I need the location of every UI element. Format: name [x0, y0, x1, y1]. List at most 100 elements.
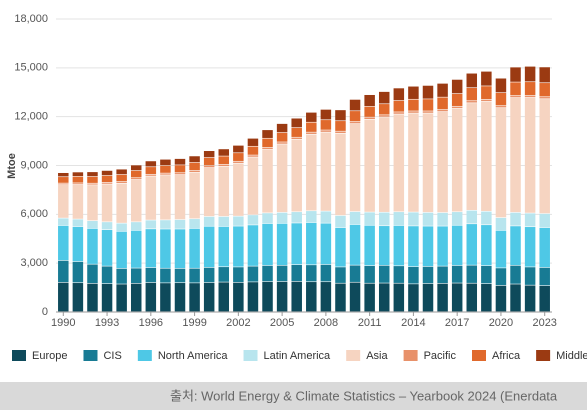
- bar-segment: [218, 282, 230, 312]
- bar-segment: [466, 210, 478, 224]
- bar-segment: [130, 179, 142, 222]
- legend-label: Pacific: [424, 350, 457, 362]
- bar-segment: [262, 138, 273, 148]
- bar-segment: [160, 159, 171, 166]
- bar-segment: [364, 212, 375, 225]
- x-tick-label: 2011: [358, 317, 382, 329]
- bar-segment: [174, 158, 186, 165]
- bar-segment: [393, 266, 405, 283]
- legend-swatch: [12, 350, 26, 361]
- bar-segment: [218, 156, 230, 165]
- bar-segment: [116, 183, 127, 223]
- bar-segment: [306, 112, 317, 122]
- bar-segment: [262, 213, 273, 224]
- bar-segment: [306, 134, 317, 211]
- bar-segment: [466, 88, 478, 101]
- bar-segment: [203, 282, 215, 312]
- bar-segment: [58, 177, 69, 183]
- bar-segment: [160, 268, 171, 283]
- bar-segment: [276, 212, 288, 224]
- bar-segment: [510, 95, 521, 98]
- bar-segment: [320, 109, 332, 120]
- bar-segment: [524, 227, 536, 267]
- bar-segment: [393, 112, 405, 114]
- bar-segment: [247, 138, 259, 146]
- bar-segment: [130, 170, 142, 178]
- legend-label: Middle-East: [556, 350, 587, 362]
- bar-segment: [524, 82, 536, 96]
- bar-segment: [408, 113, 419, 212]
- bar-segment: [481, 101, 492, 211]
- bar-segment: [233, 161, 244, 163]
- bar-segment: [393, 114, 405, 212]
- bar-segment: [320, 223, 332, 265]
- bar-segment: [320, 120, 332, 130]
- bar-segment: [335, 215, 346, 228]
- bar-segment: [539, 227, 550, 268]
- bar-segment: [145, 229, 157, 268]
- legend-swatch: [536, 350, 551, 361]
- bar-segment: [495, 78, 507, 93]
- bar-segment: [116, 174, 127, 182]
- bar-segment: [87, 176, 98, 183]
- bar-segment: [203, 216, 215, 226]
- x-tick-label: 2023: [532, 317, 556, 329]
- bar-segment: [189, 170, 200, 173]
- bar-segment: [320, 130, 332, 132]
- bar-segment: [466, 224, 478, 265]
- bar-segment: [130, 165, 142, 171]
- bar-segment: [320, 211, 332, 223]
- bar-segment: [320, 264, 332, 282]
- x-tick-label: 1999: [182, 317, 206, 329]
- bar-segment: [203, 267, 215, 283]
- bar-segment: [233, 163, 244, 216]
- bar-segment: [349, 211, 361, 225]
- bar-segment: [306, 282, 317, 312]
- x-tick-label: 2005: [270, 317, 294, 329]
- bar-segment: [203, 165, 215, 168]
- x-tick-label: 2020: [489, 317, 513, 329]
- bar-segment: [349, 111, 361, 122]
- bar-segment: [335, 283, 346, 312]
- bar-segment: [349, 265, 361, 282]
- bar-segment: [451, 106, 463, 109]
- bar-segment: [524, 267, 536, 285]
- bar-segment: [203, 167, 215, 217]
- bar-segment: [451, 212, 463, 225]
- bar-segment: [58, 260, 69, 283]
- bar-segment: [466, 73, 478, 88]
- bar-segment: [58, 218, 69, 226]
- bar-segment: [335, 110, 346, 121]
- bar-segment: [87, 228, 98, 264]
- bar-segment: [130, 268, 142, 284]
- bar-segment: [130, 230, 142, 268]
- bar-segment: [539, 83, 550, 97]
- bar-segment: [145, 174, 157, 176]
- bar-segment: [233, 216, 244, 226]
- bar-segment: [320, 132, 332, 211]
- bar-segment: [101, 182, 113, 184]
- bar-segment: [437, 97, 448, 110]
- bar-segment: [393, 225, 405, 266]
- bar-segment: [276, 132, 288, 142]
- source: 출처: World Energy & Climate Statistics – …: [170, 388, 558, 403]
- bar-segment: [364, 119, 375, 212]
- bar-segment: [291, 127, 302, 137]
- bar-segment: [378, 265, 390, 283]
- x-tick-label: 2008: [314, 317, 338, 329]
- bar-segment: [451, 93, 463, 106]
- bar-segment: [72, 219, 84, 227]
- bar-segment: [408, 99, 419, 111]
- legend-swatch: [403, 350, 418, 361]
- bar-segment: [58, 183, 69, 185]
- bar-segment: [87, 183, 98, 185]
- bar-segment: [349, 123, 361, 212]
- bar-segment: [481, 211, 492, 225]
- bar-segment: [291, 212, 302, 223]
- y-tick-label: 15,000: [14, 62, 48, 74]
- bar-segment: [174, 229, 186, 269]
- bar-segment: [233, 145, 244, 153]
- bar-segment: [247, 282, 259, 312]
- bar-segment: [539, 213, 550, 228]
- bar-segment: [101, 229, 113, 266]
